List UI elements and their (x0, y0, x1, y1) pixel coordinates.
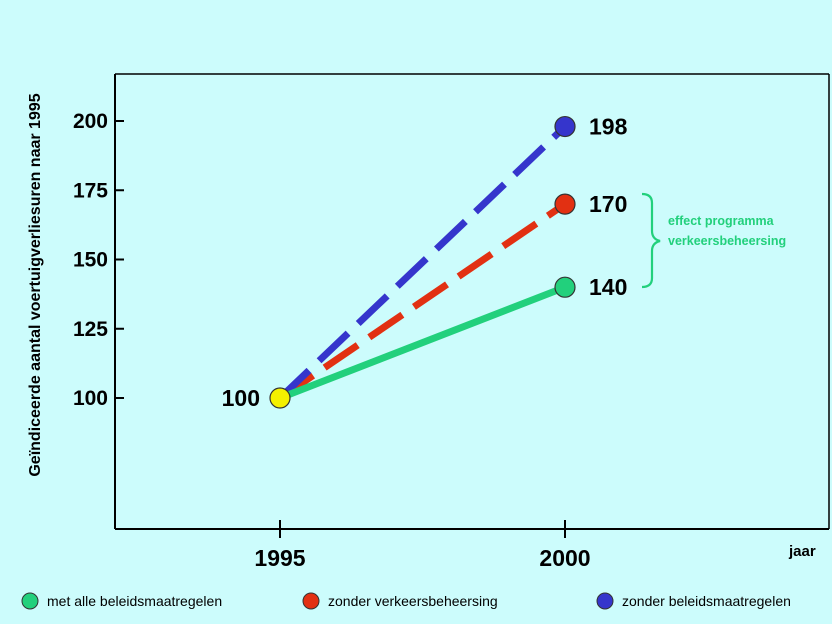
y-tick-label: 175 (73, 179, 108, 202)
y-tick-label: 200 (73, 110, 108, 133)
legend-swatch (596, 592, 614, 610)
y-axis-label: Geïndiceerde aantal voertuigverliesuren … (27, 93, 44, 476)
end-marker (554, 193, 576, 215)
start-value-label: 100 (222, 385, 260, 411)
legend-swatch (302, 592, 320, 610)
legend: met alle beleidsmaatregelen zonder verkee… (21, 592, 791, 610)
legend-label: zonder beleidsmaatregelen (622, 593, 791, 609)
annotation-line-1: effect programma (668, 214, 775, 228)
point-markers (269, 115, 576, 409)
legend-label: met alle beleidsmaatregelen (47, 593, 222, 609)
series-line (277, 124, 568, 401)
end-value-label: 140 (589, 274, 627, 300)
series-lines (277, 124, 568, 402)
y-tick-label: 100 (73, 387, 108, 410)
point-labels: 140 170 198 100 (222, 114, 628, 411)
annotation-line-2: verkeersbeheersing (668, 234, 786, 248)
y-tick-label: 150 (73, 249, 108, 272)
end-marker (554, 115, 576, 138)
x-ticks: 1995 2000 (254, 520, 591, 571)
series-line (278, 201, 567, 401)
series-line (278, 283, 567, 402)
x-tick-label: 1995 (254, 545, 305, 571)
y-tick-label: 125 (73, 318, 108, 341)
x-axis-label: jaar (788, 543, 816, 560)
end-value-label: 170 (589, 191, 627, 217)
legend-label: zonder verkeersbeheersing (328, 593, 498, 609)
x-tick-label: 2000 (539, 545, 590, 571)
end-value-label: 198 (589, 114, 628, 140)
y-ticks: 100 125 150 175 200 (73, 110, 124, 410)
start-marker (269, 387, 291, 409)
end-marker (554, 276, 576, 298)
legend-swatch (21, 592, 39, 610)
effect-brace (641, 192, 661, 289)
